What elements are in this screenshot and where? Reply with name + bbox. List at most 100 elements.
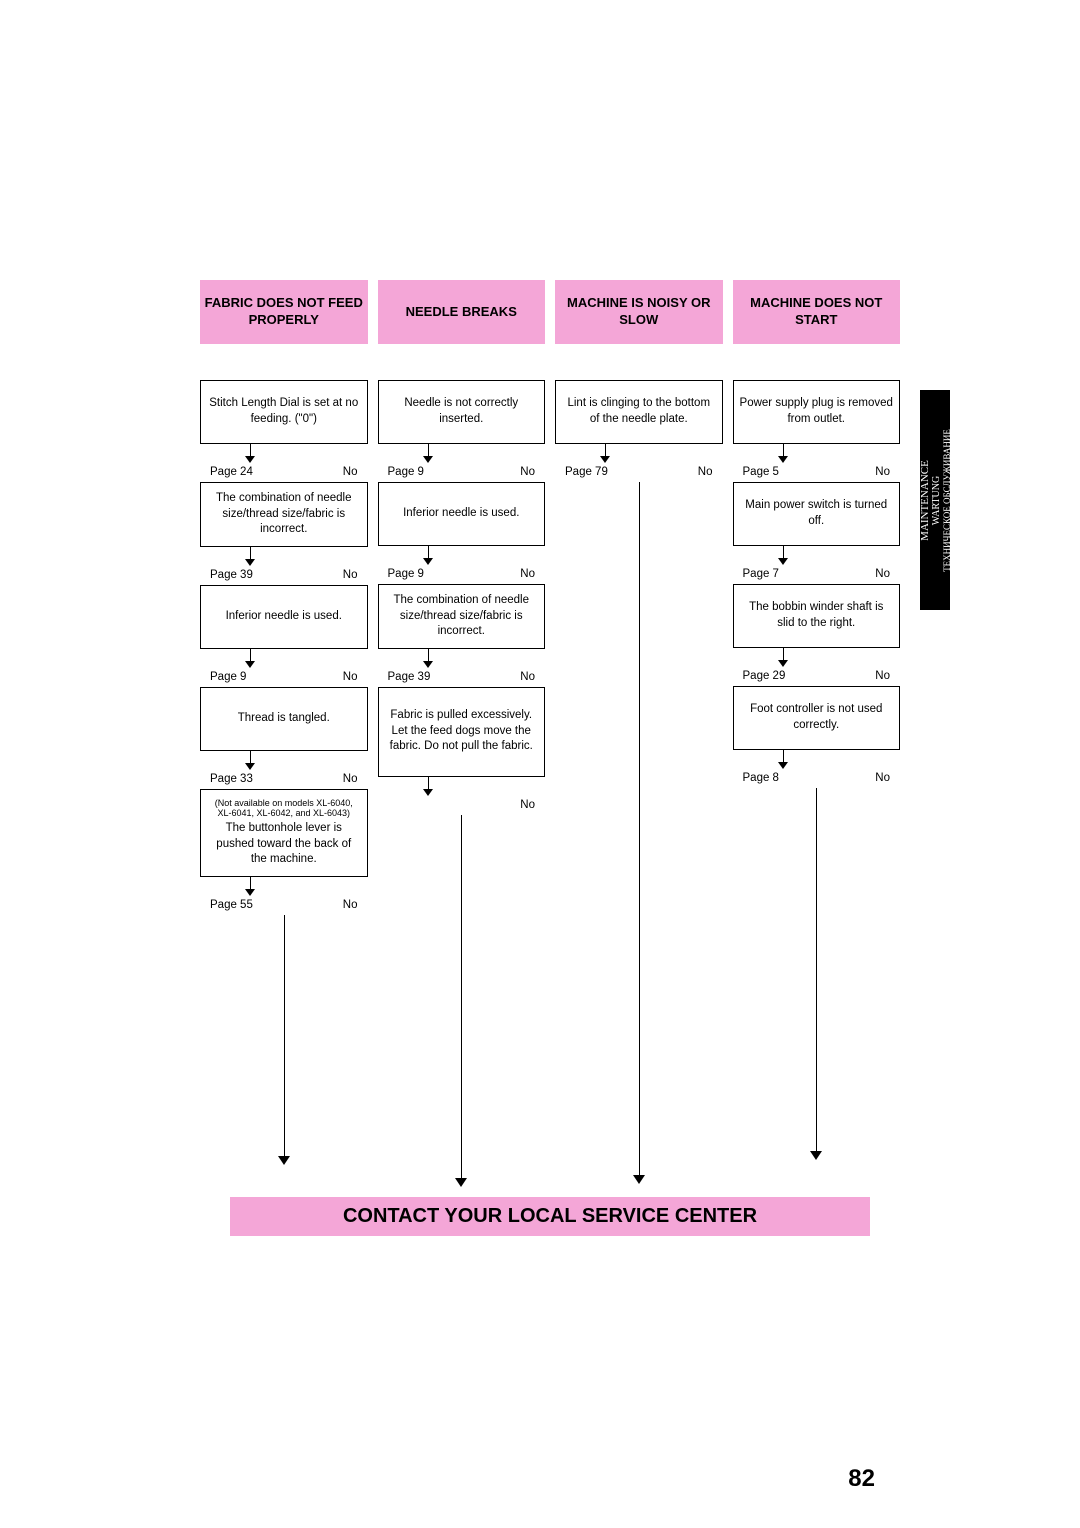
footer-service-center: CONTACT YOUR LOCAL SERVICE CENTER <box>230 1197 870 1236</box>
step-text: The combination of needle size/thread si… <box>385 593 539 640</box>
troubleshooting-columns: FABRIC DOES NOT FEED PROPERLY Stitch Len… <box>200 280 900 1187</box>
page-ref: Page 33 <box>210 773 253 785</box>
arrow-down-icon <box>733 546 901 564</box>
page-ref: Page 8 <box>743 772 779 784</box>
arrow-down-icon <box>378 444 546 462</box>
step-ref: Page 39 No <box>378 667 546 687</box>
step-box: The combination of needle size/thread si… <box>200 482 368 547</box>
no-label: No <box>520 568 535 580</box>
step-box: Foot controller is not used correctly. <box>733 686 901 750</box>
step-text: Inferior needle is used. <box>403 506 519 522</box>
arrow-down-icon <box>733 648 901 666</box>
step-text: The combination of needle size/thread si… <box>207 491 361 538</box>
column-not-start: MACHINE DOES NOT START Power supply plug… <box>733 280 901 1160</box>
step-note: (Not available on models XL-6040, XL-604… <box>207 798 361 820</box>
page-ref: Page 55 <box>210 899 253 911</box>
arrow-down-icon <box>378 649 546 667</box>
no-label: No <box>875 670 890 682</box>
step-ref: Page 8 No <box>733 768 901 788</box>
step-box: Inferior needle is used. <box>200 585 368 649</box>
step-ref: Page 5 No <box>733 462 901 482</box>
step-box: Fabric is pulled excessively. Let the fe… <box>378 687 546 777</box>
step-ref: Page 9 No <box>378 564 546 584</box>
column-header: MACHINE DOES NOT START <box>733 280 901 344</box>
no-label: No <box>343 671 358 683</box>
column-title: MACHINE IS NOISY OR SLOW <box>559 295 719 329</box>
step-box: The combination of needle size/thread si… <box>378 584 546 649</box>
column-title: MACHINE DOES NOT START <box>737 295 897 329</box>
step-ref: Page 79 No <box>555 462 723 482</box>
arrow-down-icon <box>378 546 546 564</box>
arrow-down-icon <box>555 444 723 462</box>
arrow-down-icon <box>200 444 368 462</box>
step-box: Thread is tangled. <box>200 687 368 751</box>
side-tab-line1: MAINTENANCE <box>919 429 931 572</box>
no-label: No <box>698 466 713 478</box>
column-title: FABRIC DOES NOT FEED PROPERLY <box>204 295 364 329</box>
step-text: Stitch Length Dial is set at no feeding.… <box>207 396 361 427</box>
step-text: Foot controller is not used correctly. <box>740 702 894 733</box>
step-text: Needle is not correctly inserted. <box>385 396 539 427</box>
column-header: FABRIC DOES NOT FEED PROPERLY <box>200 280 368 344</box>
arrow-down-icon <box>378 777 546 795</box>
page-ref: Page 9 <box>388 466 424 478</box>
column-needle-breaks: NEEDLE BREAKS Needle is not correctly in… <box>378 280 546 1187</box>
step-box: The bobbin winder shaft is slid to the r… <box>733 584 901 648</box>
step-text: Power supply plug is removed from outlet… <box>740 396 894 427</box>
step-box: (Not available on models XL-6040, XL-604… <box>200 789 368 877</box>
no-label: No <box>875 568 890 580</box>
page-ref: Page 7 <box>743 568 779 580</box>
no-label: No <box>343 466 358 478</box>
no-label: No <box>520 671 535 683</box>
step-text: Inferior needle is used. <box>226 609 342 625</box>
step-box: Power supply plug is removed from outlet… <box>733 380 901 444</box>
step-ref: Page 33 No <box>200 769 368 789</box>
step-text: Thread is tangled. <box>238 711 330 727</box>
step-text: Main power switch is turned off. <box>740 498 894 529</box>
page-ref: Page 5 <box>743 466 779 478</box>
no-label: No <box>343 773 358 785</box>
no-label: No <box>343 569 358 581</box>
page-ref: Page 9 <box>210 671 246 683</box>
step-box: Inferior needle is used. <box>378 482 546 546</box>
footer-text: CONTACT YOUR LOCAL SERVICE CENTER <box>343 1205 757 1227</box>
step-box: Needle is not correctly inserted. <box>378 380 546 444</box>
step-box: Lint is clinging to the bottom of the ne… <box>555 380 723 444</box>
arrow-down-icon <box>200 877 368 895</box>
arrow-down-icon <box>200 547 368 565</box>
side-tab-line3: ТЕХНИЧЕСКОЕ ОБСЛУЖИВАНИЕ <box>942 429 952 572</box>
side-tab-line2: WARTUNG <box>931 429 942 572</box>
column-header: NEEDLE BREAKS <box>378 280 546 344</box>
page-ref: Page 9 <box>388 568 424 580</box>
arrow-down-icon <box>733 750 901 768</box>
page-ref: Page 79 <box>565 466 608 478</box>
step-ref: Page 9 No <box>378 462 546 482</box>
page-number: 82 <box>848 1465 875 1493</box>
page-ref: Page 24 <box>210 466 253 478</box>
page-ref: Page 39 <box>210 569 253 581</box>
step-text: The bobbin winder shaft is slid to the r… <box>740 600 894 631</box>
arrow-down-icon <box>200 751 368 769</box>
no-label: No <box>875 466 890 478</box>
step-ref: Page 24 No <box>200 462 368 482</box>
step-box: Main power switch is turned off. <box>733 482 901 546</box>
column-header: MACHINE IS NOISY OR SLOW <box>555 280 723 344</box>
page-ref: Page 39 <box>388 671 431 683</box>
arrow-down-icon <box>200 649 368 667</box>
no-label: No <box>520 466 535 478</box>
no-label: No <box>343 899 358 911</box>
step-text: The buttonhole lever is pushed toward th… <box>207 821 361 868</box>
step-ref: Page 55 No <box>200 895 368 915</box>
step-ref: Page 29 No <box>733 666 901 686</box>
page-ref: Page 29 <box>743 670 786 682</box>
step-text: Lint is clinging to the bottom of the ne… <box>562 396 716 427</box>
no-label: No <box>875 772 890 784</box>
column-fabric-feed: FABRIC DOES NOT FEED PROPERLY Stitch Len… <box>200 280 368 1165</box>
step-ref: Page 7 No <box>733 564 901 584</box>
column-noisy-slow: MACHINE IS NOISY OR SLOW Lint is clingin… <box>555 280 723 1184</box>
step-ref: Page 39 No <box>200 565 368 585</box>
arrow-down-icon <box>733 444 901 462</box>
section-tab: MAINTENANCE WARTUNG ТЕХНИЧЕСКОЕ ОБСЛУЖИВ… <box>920 390 950 610</box>
step-ref: No <box>378 795 546 815</box>
no-label: No <box>520 799 535 811</box>
